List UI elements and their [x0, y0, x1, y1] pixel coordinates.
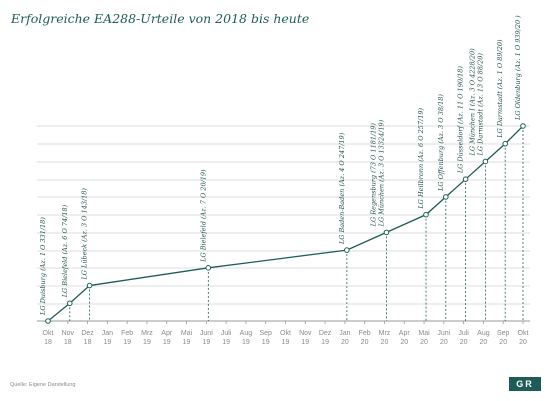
point-label-text: LG Baden-Baden (Az. 4 O 247/19) [338, 132, 346, 245]
x-tick-label-year: 20 [440, 339, 448, 346]
x-tick-label-year: 19 [222, 339, 230, 346]
grid-lines [37, 125, 530, 305]
data-point [482, 158, 489, 165]
x-tick-label-year: 18 [84, 339, 92, 346]
x-tick-label-month: Aug [240, 330, 253, 337]
point-label-text: LG Bielefeld (Az. 7 O 20/19) [199, 169, 207, 263]
point-label-text: LG Düsseldorf (Az. 11 O 190/18) [457, 66, 465, 175]
point-label-text: LG Lübeck (Az. 3 O 143/18) [81, 188, 89, 281]
point-guides [69, 126, 524, 321]
x-tick-label-month: Apr [399, 330, 411, 337]
x-tick-label-year: 19 [262, 339, 270, 346]
series-polyline [47, 125, 524, 322]
x-tick-label-year: 18 [44, 339, 52, 346]
x-tick-label-month: Okt [43, 330, 54, 337]
point-label-text: LG Darmstadt (Az. 13 O 88/20) [476, 53, 484, 157]
point-label-text: LG Darmstadt (Az. 1 O 89/20) [496, 39, 504, 139]
series-line [47, 125, 524, 322]
data-point [443, 194, 449, 200]
x-tick-label-year: 20 [381, 339, 389, 346]
point-label: LG Baden-Baden (Az. 4 O 247/19) [338, 132, 346, 245]
x-tick-label-month: Jan [339, 330, 350, 337]
point-label: LG Bielefeld (Az. 7 O 20/19) [199, 169, 207, 263]
x-tick-label-year: 20 [400, 339, 408, 346]
data-point [502, 140, 508, 147]
data-point [520, 123, 526, 129]
x-tick-label-year: 20 [361, 339, 369, 346]
x-tick-label-month: Apr [161, 330, 173, 337]
point-label-text: LG München (Az. 3 O 13324/19) [377, 119, 385, 227]
x-tick-label-year: 19 [123, 339, 131, 346]
point-label: LG München I (Az. 3 O 4228/20) LG Darmsta… [468, 48, 484, 157]
x-tick-label-year: 20 [519, 339, 527, 346]
point-label: LG Darmstadt (Az. 1 O 89/20) [496, 39, 504, 139]
x-tick-label-month: Okt [280, 330, 291, 337]
point-label: LG Duisburg (Az. 1 O 331/18) [39, 217, 47, 316]
x-tick-label-month: Mrz [379, 330, 391, 337]
chart-title: Erfolgreiche EA288-Urteile von 2018 bis … [11, 11, 310, 26]
point-label-text: LG Regensburg (73 O 1181/19) [369, 123, 377, 228]
point-label-text: LG Heilbronn (Az. 6 O 257/19) [417, 108, 425, 210]
point-label: LG Lübeck (Az. 3 O 143/18) [81, 188, 89, 281]
x-tick-label-month: Mrz [141, 330, 153, 337]
x-tick-label-year: 20 [460, 339, 468, 346]
x-tick-label-month: Sep [259, 330, 272, 337]
data-point [344, 247, 350, 253]
x-tick-label-month: Feb [359, 330, 371, 337]
data-point [45, 318, 51, 324]
data-point [86, 282, 93, 289]
x-tick-label-year: 19 [321, 339, 329, 346]
x-tick-label-month: Juli [221, 330, 232, 337]
point-label: LG Heilbronn (Az. 6 O 257/19) [417, 108, 425, 210]
x-tick-label-year: 20 [480, 339, 488, 346]
x-tick-label-year: 18 [64, 339, 72, 346]
x-tick-label-year: 19 [163, 339, 171, 346]
brand-logo: GR [509, 377, 541, 391]
point-label: LG Düsseldorf (Az. 11 O 190/18) [457, 66, 465, 175]
data-point [383, 229, 390, 236]
x-tick-label-year: 20 [420, 339, 428, 346]
x-tick-label-year: 20 [341, 339, 349, 346]
x-tick-label-year: 19 [143, 339, 151, 346]
x-tick-label-year: 19 [242, 339, 250, 346]
point-label-text: LG Bielefeld (Az. 6 O 74/18) [61, 204, 69, 298]
point-label: LG Regensburg (73 O 1181/19) LG München (… [369, 119, 385, 227]
x-tick-label-month: Feb [121, 330, 133, 337]
point-labels: LG Duisburg (Az. 1 O 331/18) LG Bielefeld… [39, 15, 522, 316]
data-point [205, 265, 212, 271]
x-tick-label-month: Juni [200, 330, 213, 337]
x-tick-label-month: Jan [102, 330, 113, 337]
point-label-text: LG Offenburg (Az. 3 O 38/18) [437, 94, 445, 192]
x-tick-label-month: Mai [418, 330, 430, 337]
x-tick-label-month: Sep [497, 330, 510, 337]
x-tick-label-year: 20 [499, 339, 507, 346]
data-point [462, 176, 469, 182]
x-tick-label-month: Aug [477, 330, 490, 337]
data-point [66, 300, 73, 307]
point-label: LG Oldenburg (Az. 1 O 939/20 ) [514, 15, 522, 121]
x-tick-label-month: Okt [518, 330, 529, 337]
x-tick-label-year: 19 [301, 339, 309, 346]
x-tick-label-month: Dez [319, 330, 332, 337]
point-label: LG Offenburg (Az. 3 O 38/18) [437, 94, 445, 192]
x-tick-label-month: Dez [81, 330, 94, 337]
point-label: LG Bielefeld (Az. 6 O 74/18) [61, 204, 69, 298]
data-points [45, 123, 526, 324]
x-tick-label-month: Juni [437, 330, 450, 337]
point-label-text: LG Duisburg (Az. 1 O 331/18) [39, 217, 47, 316]
x-tick-label-year: 19 [282, 339, 290, 346]
x-tick-label-month: Nov [62, 330, 75, 337]
point-label-text: LG Oldenburg (Az. 1 O 939/20 ) [514, 15, 522, 121]
x-tick-label-year: 19 [202, 339, 210, 346]
x-tick-label-month: Juli [458, 330, 469, 337]
source-note: Quelle: Eigene Darstellung [10, 382, 76, 388]
x-tick-label-year: 19 [183, 339, 191, 346]
data-point [423, 211, 429, 218]
point-label-text: LG München I (Az. 3 O 4228/20) [468, 48, 476, 157]
x-tick-label-month: Mai [181, 330, 193, 337]
x-tick-label-month: Nov [299, 330, 312, 337]
x-axis: Okt 18 Nov 18 Dez 18 Jan 19 Feb 19 Mrz 19 Apr 19 Mai 19… [37, 320, 530, 346]
x-tick-label-year: 19 [103, 339, 111, 346]
